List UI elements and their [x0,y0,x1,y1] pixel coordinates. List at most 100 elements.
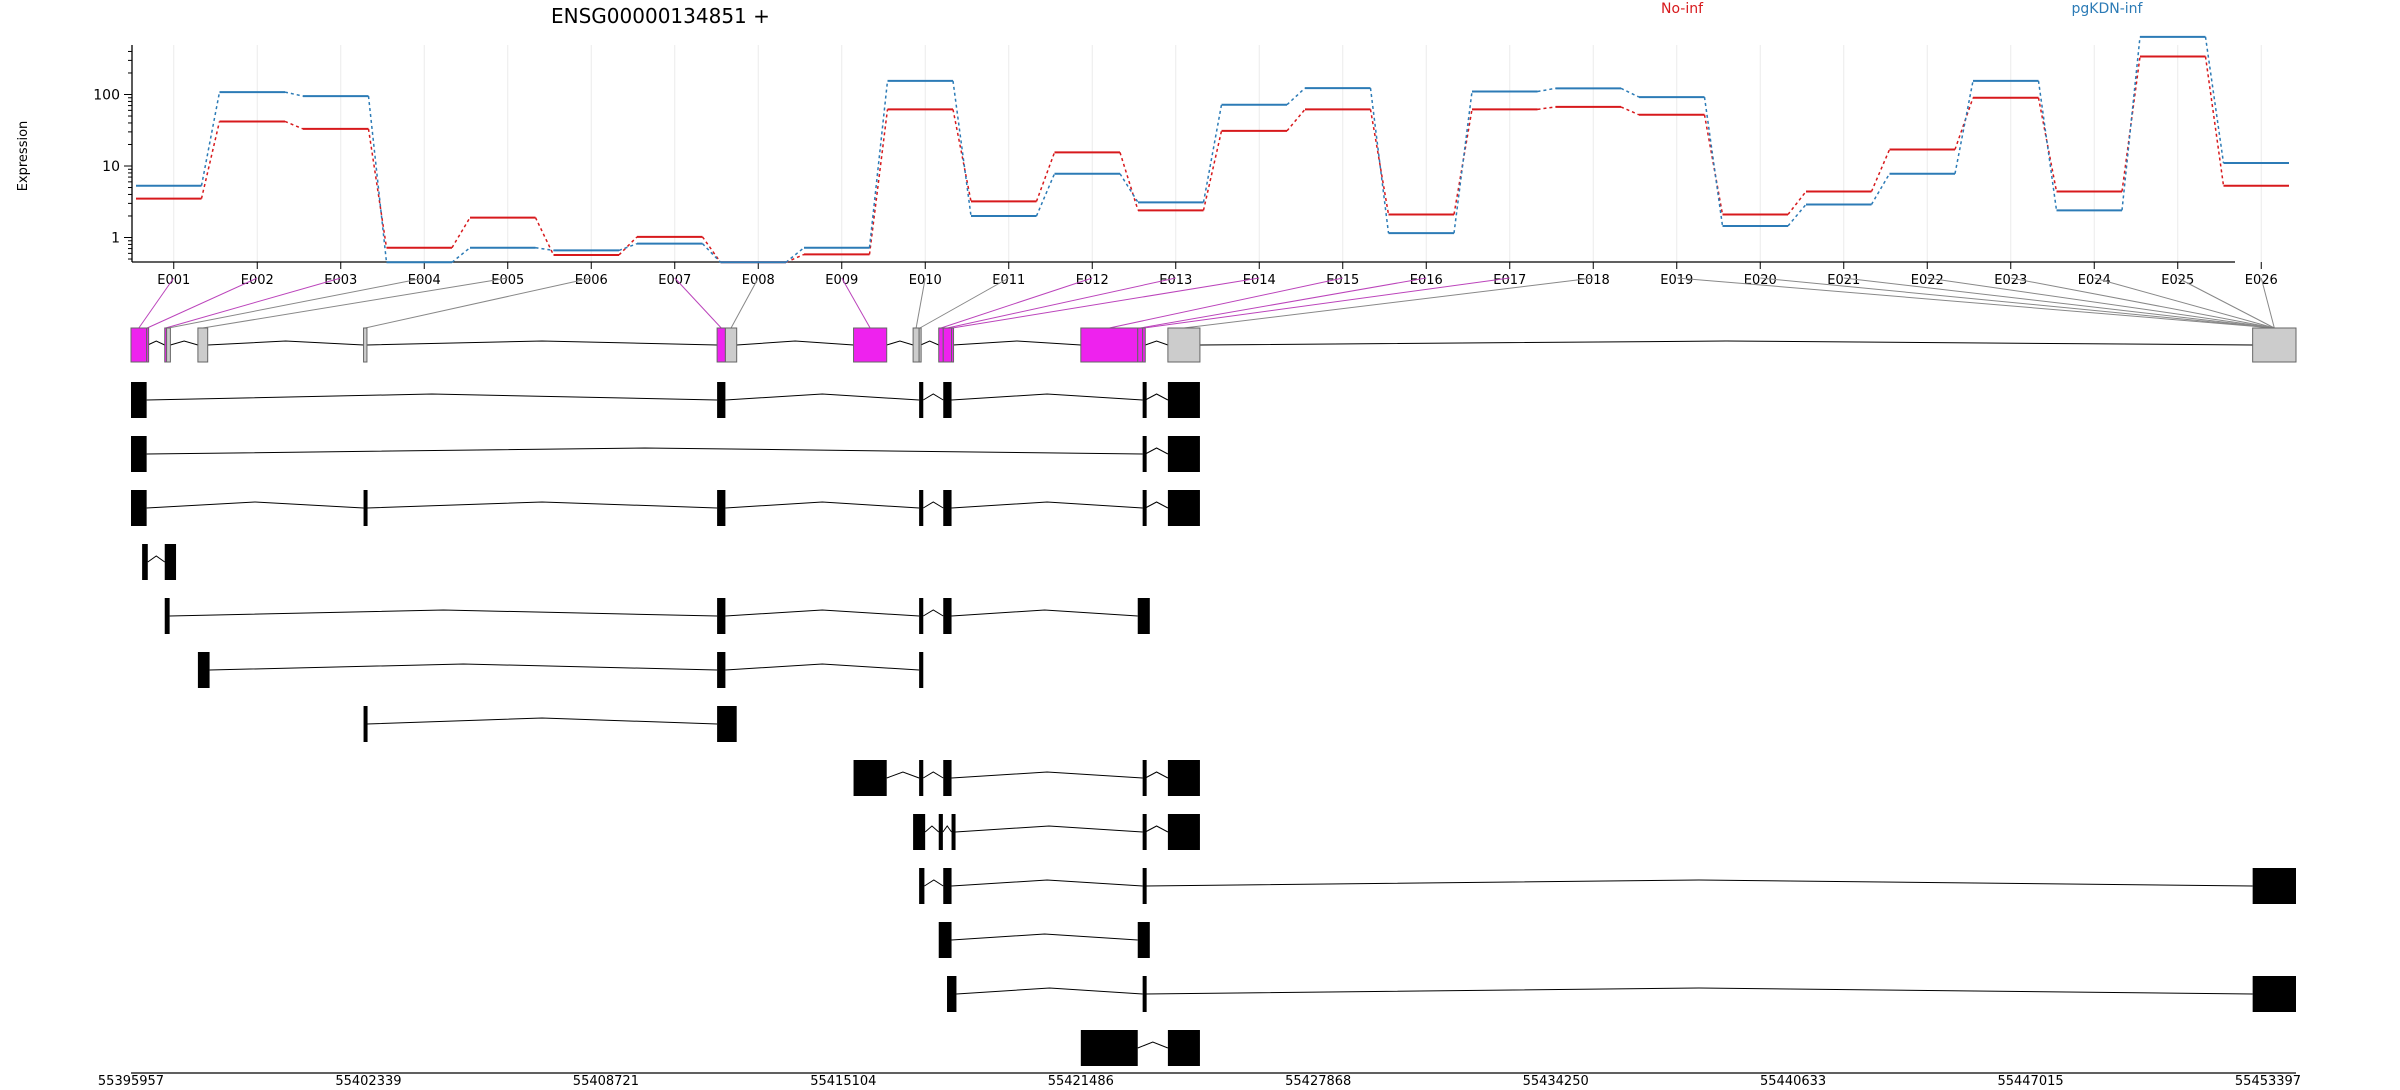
transcript-exon [938,922,952,958]
gene-exon [1137,327,1144,363]
transcript-track [1080,1030,1200,1066]
gene-intron [886,340,914,346]
transcript-exon [363,706,368,742]
transcript-track [919,868,2296,904]
transcript-intron [951,609,1138,617]
transcript-exon [943,760,952,796]
exon-tick-label: E012 [1076,273,1109,288]
transcript-intron [146,501,364,509]
transcript-exon [717,598,726,634]
y-tick-label: 100 [93,88,120,104]
gene-intron [953,340,1081,346]
transcript-exon [919,760,924,796]
series-connector [868,80,889,248]
gene-exon [853,327,888,363]
transcript-track [142,544,177,580]
transcript-intron [942,825,952,833]
genomic-tick-label: 55447015 [1997,1074,2063,1089]
series-connector [1286,87,1306,106]
gene-exon [363,327,368,363]
genomic-tick-label: 55408721 [573,1074,639,1089]
series-connector [1035,173,1056,217]
gene-intron [170,340,199,346]
transcript-intron [923,501,944,509]
exon-tick-label: E009 [825,273,858,288]
series-connector [618,242,638,252]
gene-exon [197,327,209,363]
transcript-exon [1167,1030,1200,1066]
gene-exon [951,327,955,363]
exon-connector [1143,277,1510,329]
series-connector [1620,87,1640,98]
transcript-intron [1145,393,1169,401]
exon-connector [919,277,1009,329]
transcript-exon [919,652,924,688]
transcript-intron [366,717,718,725]
transcript-exon [717,706,737,742]
transcript-exon [717,490,726,526]
series-connector [952,109,972,202]
transcript-exon [1142,382,1147,418]
transcript-intron [951,393,1143,401]
transcript-intron [147,555,166,563]
series-connector [1870,173,1891,205]
exon-tick-label: E015 [1326,273,1359,288]
series-connector [2037,97,2058,192]
transcript-intron [951,879,1143,887]
series-connector [1954,80,1974,174]
gene-exon [146,327,150,363]
gene-intron [207,340,364,346]
series-connector [1787,191,1807,215]
transcript-exon [131,382,147,418]
series-connector [284,91,304,97]
exon-tick-label: E018 [1577,273,1610,288]
exon-connector [147,277,258,329]
exon-tick-label: E025 [2161,273,2194,288]
series-connector [1119,173,1139,203]
transcript-exon [943,490,952,526]
exon-tick-label: E002 [241,273,274,288]
transcript-track [197,652,924,688]
transcript-exon [2252,868,2296,904]
exon-connector [168,277,425,329]
transcript-intron [956,987,1143,995]
genomic-tick-label: 55395957 [98,1074,164,1089]
genomic-tick-label: 55421486 [1048,1074,1114,1089]
transcript-intron [1145,825,1169,833]
genomic-tick-label: 55415104 [810,1074,876,1089]
series-connector [1202,130,1223,211]
transcript-exon [1142,814,1147,850]
series-connector [451,217,471,249]
exon-connector [947,277,1176,329]
series-connector [785,247,805,263]
transcript-intron [146,393,718,401]
gene-exon [130,327,148,363]
series-connector [1870,149,1891,192]
series-connector [618,236,638,256]
exon-tick-label: E008 [742,273,775,288]
transcript-exon [919,868,925,904]
series-layer [136,35,2289,264]
genomic-tick-label: 55427868 [1285,1074,1351,1089]
transcript-intron [886,771,920,779]
exon-connector [1843,277,2275,329]
series-connector [785,253,805,263]
exon-connector [940,277,1093,329]
exon-connector [2177,277,2275,329]
gene-intron [366,340,718,346]
exon-connector [1109,277,1343,329]
y-axis-label: Expression [16,121,31,192]
series-connector [952,80,972,217]
exon-tick-label: E023 [1994,273,2027,288]
transcript-intron [923,771,944,779]
transcript-exon [131,436,147,472]
series-connector [1537,106,1556,111]
transcript-track [947,976,2296,1012]
transcript-intron [951,501,1143,509]
exon-connector [674,277,722,329]
transcript-exon [947,976,957,1012]
transcript-track [164,598,1150,634]
gene-intron [1145,340,1169,346]
series-connector [1453,109,1473,215]
legend-pgkdn-inf: pgKDN-inf [2072,1,2144,17]
